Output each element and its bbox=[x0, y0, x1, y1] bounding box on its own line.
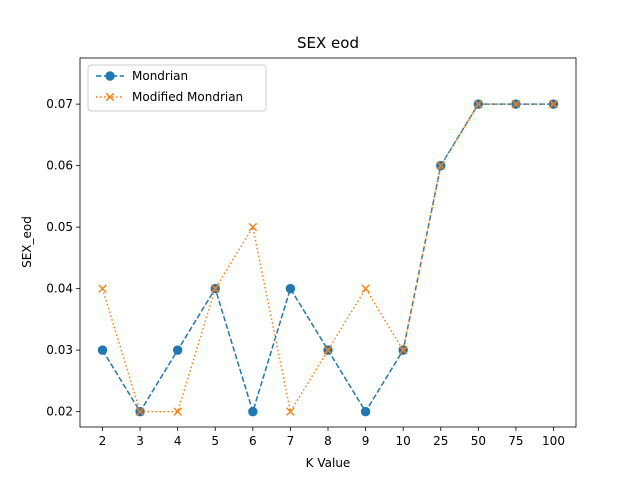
data-point bbox=[173, 407, 182, 416]
x-tick-label: 50 bbox=[471, 434, 486, 448]
x-tick-label: 7 bbox=[287, 434, 295, 448]
x-tick-label: 25 bbox=[433, 434, 448, 448]
y-axis-label: SEX_eod bbox=[20, 216, 34, 268]
y-tick-label: 0.02 bbox=[46, 405, 73, 419]
data-point bbox=[98, 284, 107, 293]
legend-box bbox=[87, 64, 267, 112]
x-tick-label: 4 bbox=[174, 434, 182, 448]
data-point bbox=[511, 99, 521, 109]
y-tick-label: 0.06 bbox=[46, 159, 73, 173]
data-point bbox=[97, 345, 108, 355]
x-tick-label: 6 bbox=[249, 434, 257, 448]
legend-label: Modified Mondrian bbox=[132, 90, 243, 104]
y-tick-label: 0.05 bbox=[46, 220, 73, 234]
x-tick-label: 100 bbox=[542, 434, 565, 448]
plot-area: 2 3 4 5 6 7 8 9 10 25 50 75 100 0.02 0.03 0.04 0.05 0.06 0… bbox=[46, 57, 577, 448]
x-tick-label: 10 bbox=[396, 434, 411, 448]
data-point bbox=[285, 283, 296, 294]
series-2 bbox=[98, 99, 558, 416]
data-point bbox=[248, 222, 258, 232]
data-point bbox=[398, 345, 408, 355]
data-point bbox=[361, 284, 370, 293]
data-point bbox=[135, 407, 145, 416]
y-tick-label: 0.07 bbox=[46, 97, 73, 111]
y-tick-label: 0.04 bbox=[46, 282, 73, 296]
data-point bbox=[210, 284, 220, 293]
legend-label: Mondrian bbox=[132, 69, 188, 83]
data-point bbox=[105, 92, 115, 102]
x-tick-label: 3 bbox=[136, 434, 144, 448]
x-tick-label: 9 bbox=[362, 434, 370, 448]
legend: Mondrian Modified Mondrian bbox=[87, 64, 267, 112]
x-tick-label: 75 bbox=[508, 434, 523, 448]
x-tick-label: 2 bbox=[99, 434, 107, 448]
data-point bbox=[248, 406, 258, 417]
data-point bbox=[436, 161, 446, 170]
data-point bbox=[172, 345, 183, 355]
x-axis-label: K Value bbox=[306, 456, 351, 470]
data-point bbox=[360, 406, 371, 417]
data-point bbox=[323, 345, 333, 355]
data-point bbox=[549, 99, 558, 109]
x-tick-label: 5 bbox=[211, 434, 219, 448]
chart-title: SEX eod bbox=[297, 34, 359, 52]
data-point bbox=[474, 99, 483, 109]
data-point bbox=[286, 407, 295, 416]
x-tick-label: 8 bbox=[324, 434, 332, 448]
y-tick-label: 0.03 bbox=[46, 343, 73, 357]
data-point bbox=[105, 71, 115, 81]
